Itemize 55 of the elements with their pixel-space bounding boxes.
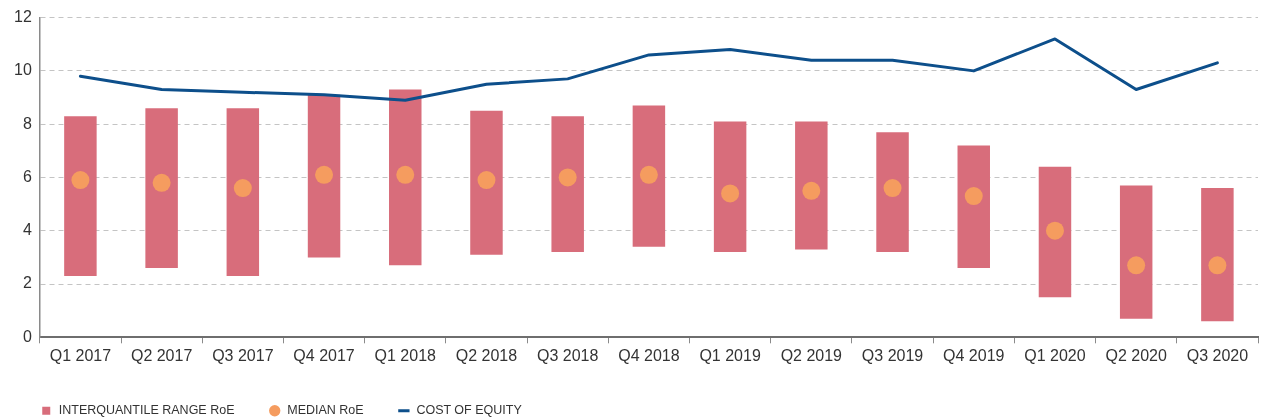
bar (632, 105, 666, 247)
point (558, 168, 577, 187)
x-tick-label: Q4 2017 (293, 347, 355, 365)
point (802, 181, 821, 200)
y-tick-label: 6 (22, 167, 32, 185)
x-tick-label: Q2 2020 (1105, 347, 1167, 365)
point (233, 179, 252, 198)
bar (957, 145, 990, 269)
y-tick-label: 4 (22, 221, 32, 239)
bar (307, 94, 341, 258)
bar (876, 132, 909, 253)
y-tick-label: 10 (14, 61, 32, 79)
legend-label: MEDIAN RoE (287, 403, 364, 418)
point (396, 165, 415, 184)
point (1208, 256, 1227, 275)
x-tick-label: Q1 2020 (1024, 347, 1086, 365)
point (721, 184, 740, 203)
x-tick-label: Q2 2019 (780, 347, 843, 365)
x-tick-label: Q3 2017 (212, 347, 274, 365)
bar (713, 121, 747, 253)
point (1045, 221, 1064, 240)
bar (1038, 166, 1072, 298)
x-tick-label: Q3 2018 (536, 347, 599, 365)
bar (226, 108, 260, 277)
point (152, 173, 171, 192)
x-tick-label: Q3 2020 (1186, 347, 1249, 365)
legend-label: INTERQUANTILE RANGE RoE (58, 403, 235, 418)
y-tick-label: 0 (22, 327, 32, 345)
x-tick-label: Q1 2017 (49, 347, 112, 365)
bar (795, 121, 828, 250)
point (639, 165, 658, 184)
x-tick-label: Q2 2017 (130, 347, 193, 365)
point (964, 187, 983, 206)
bar (1201, 188, 1234, 322)
x-tick-label: Q3 2019 (861, 347, 924, 365)
bar (389, 89, 422, 266)
point (315, 165, 334, 184)
x-tick-label: Q4 2018 (618, 347, 680, 365)
x-tick-label: Q2 2018 (455, 347, 518, 365)
y-tick-label: 12 (14, 8, 32, 26)
bar (64, 116, 97, 277)
point (883, 179, 902, 198)
point (477, 171, 496, 190)
y-tick-label: 2 (22, 274, 32, 292)
y-tick-label: 8 (22, 114, 32, 132)
point (1127, 256, 1146, 275)
bar (145, 108, 178, 269)
point (71, 171, 90, 190)
x-tick-label: Q4 2019 (943, 347, 1005, 365)
x-tick-label: Q1 2019 (699, 347, 761, 365)
x-tick-label: Q1 2018 (374, 347, 437, 365)
bar (551, 116, 584, 253)
bar (470, 110, 503, 255)
bar (1119, 185, 1153, 319)
legend-label: COST OF EQUITY (416, 403, 523, 418)
